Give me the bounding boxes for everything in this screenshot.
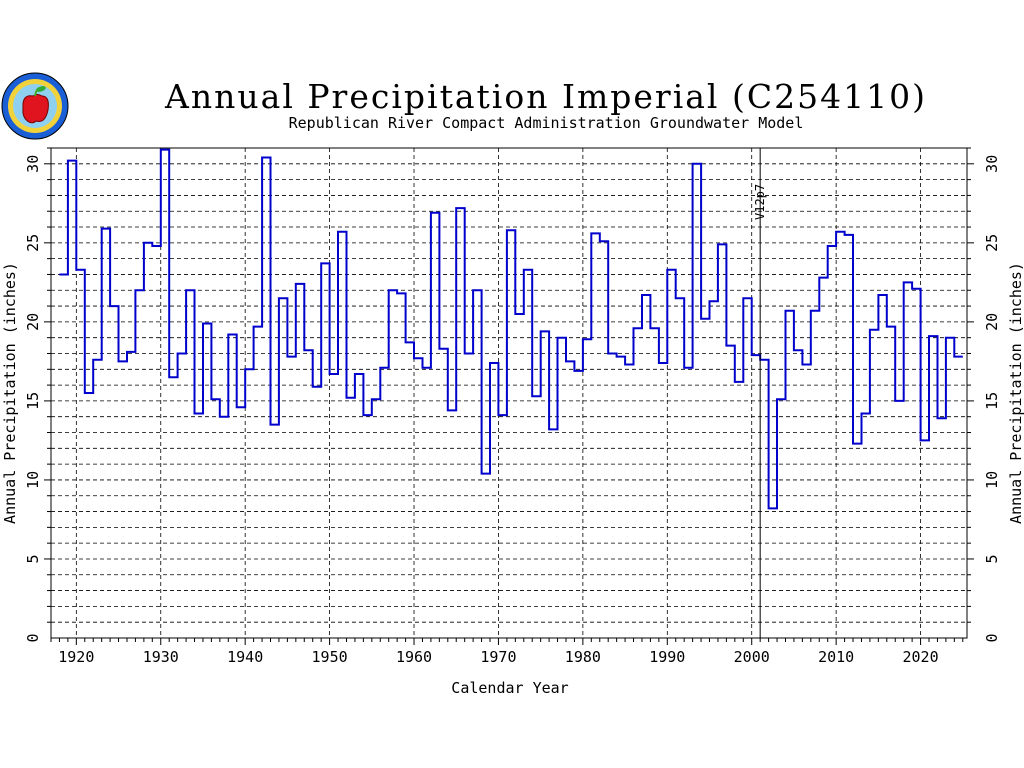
y-tick-label-right: 20 (983, 313, 1001, 331)
y-tick-label-right: 10 (983, 471, 1001, 489)
axis-ticks: 1920 1930 1940 1950 1960 1970 1980 1990 2000 2010… (24, 147, 1001, 666)
x-tick-label: 2020 (903, 648, 939, 666)
chart-subtitle: Republican River Compact Administration … (289, 114, 804, 132)
rrca-logo (1, 72, 69, 140)
x-tick-label: 1960 (396, 648, 432, 666)
y-tick-label-right: 25 (983, 234, 1001, 252)
x-axis-label: Calendar Year (451, 679, 568, 697)
y-tick-label: 30 (24, 155, 42, 173)
y-axis-label: Annual Precipitation (inches) (1, 262, 19, 524)
y-tick-label: 5 (24, 554, 42, 563)
y-tick-label: 0 (24, 633, 42, 642)
x-tick-label: 1950 (312, 648, 348, 666)
chart-title: Annual Precipitation Imperial (C254110) (164, 77, 927, 116)
plot-frame (50, 147, 968, 639)
apple-icon (22, 94, 49, 124)
y-tick-label: 15 (24, 392, 42, 410)
y-tick-label: 20 (24, 313, 42, 331)
x-tick-label: 1970 (480, 648, 516, 666)
annotation-label: V12p7 (753, 184, 767, 220)
precipitation-series-line (59, 148, 963, 510)
grid (51, 147, 967, 638)
y-tick-label-right: 30 (983, 155, 1001, 173)
x-tick-label: 1990 (649, 648, 685, 666)
y-tick-label: 25 (24, 234, 42, 252)
x-tick-label: 1940 (227, 648, 263, 666)
y-tick-label-right: 5 (983, 554, 1001, 563)
y-tick-label-right: 0 (983, 633, 1001, 642)
x-tick-label: 1920 (58, 648, 94, 666)
x-tick-label: 2000 (734, 648, 770, 666)
series (59, 148, 963, 510)
x-tick-label: 2010 (818, 648, 854, 666)
y-tick-label-right: 15 (983, 392, 1001, 410)
x-tick-label: 1930 (143, 648, 179, 666)
y-tick-label: 10 (24, 471, 42, 489)
x-tick-label: 1980 (565, 648, 601, 666)
y-axis-label-right: Annual Precipitation (inches) (1007, 262, 1024, 524)
